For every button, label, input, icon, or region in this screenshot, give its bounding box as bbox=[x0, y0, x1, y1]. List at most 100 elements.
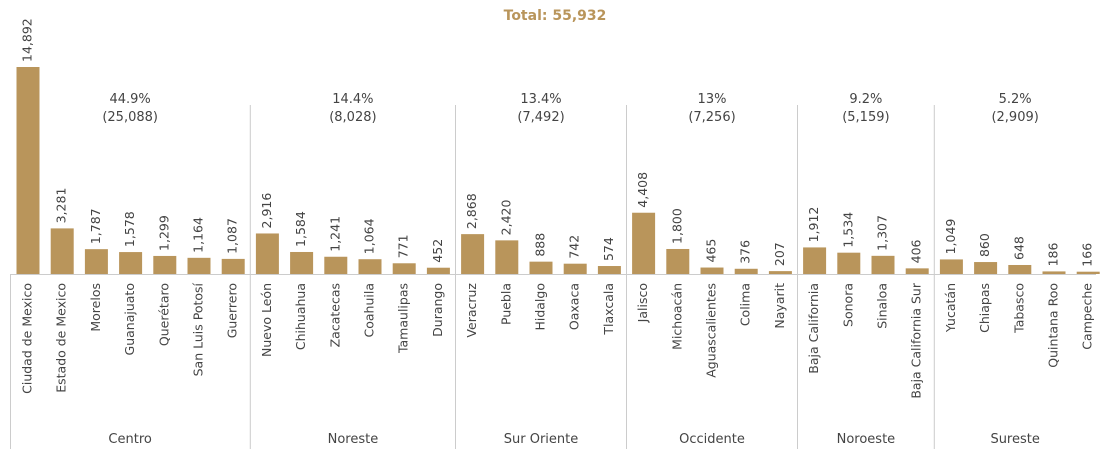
value-label: 1,087 bbox=[225, 218, 240, 254]
bar bbox=[324, 256, 348, 274]
x-tick-label: Yucatán bbox=[943, 283, 958, 333]
x-tick-label: Nayarit bbox=[772, 283, 787, 329]
x-tick-label: Puebla bbox=[498, 283, 513, 325]
value-label: 376 bbox=[738, 240, 753, 264]
bar bbox=[905, 268, 929, 274]
value-label: 3,281 bbox=[54, 188, 69, 224]
x-tick-label: Sinaloa bbox=[875, 283, 890, 329]
x-tick-label: Baja California bbox=[806, 283, 821, 374]
value-label: 648 bbox=[1011, 236, 1026, 260]
group-share: 44.9% bbox=[109, 92, 150, 107]
group-label: Noroeste bbox=[837, 432, 896, 447]
value-label: 166 bbox=[1080, 243, 1095, 267]
chart-title: Total: 55,932 bbox=[504, 8, 607, 24]
bar bbox=[495, 240, 519, 274]
bar bbox=[16, 67, 40, 274]
group-total: (2,909) bbox=[991, 110, 1038, 125]
group-total: (5,159) bbox=[842, 110, 889, 125]
group-label: Occidente bbox=[679, 432, 745, 447]
x-tick-label: Oaxaca bbox=[567, 283, 582, 330]
value-label: 14,892 bbox=[20, 18, 35, 62]
x-tick-label: Hidalgo bbox=[533, 283, 548, 331]
bar bbox=[461, 234, 485, 274]
group-total: (25,088) bbox=[102, 110, 158, 125]
value-label: 1,534 bbox=[840, 212, 855, 248]
value-label: 1,049 bbox=[943, 219, 958, 255]
value-label: 1,800 bbox=[669, 208, 684, 244]
value-label: 888 bbox=[533, 233, 548, 257]
x-tick-label: Aguascalientes bbox=[704, 283, 719, 378]
value-label: 1,164 bbox=[191, 217, 206, 253]
bar bbox=[1076, 271, 1100, 274]
bar bbox=[221, 258, 245, 274]
value-label: 2,916 bbox=[259, 193, 274, 229]
value-label: 1,584 bbox=[293, 211, 308, 247]
bar bbox=[426, 267, 450, 274]
value-label: 186 bbox=[1046, 243, 1061, 267]
bar bbox=[632, 212, 656, 274]
bar bbox=[1042, 271, 1066, 274]
value-label: 465 bbox=[704, 239, 719, 263]
value-label: 1,912 bbox=[806, 207, 821, 243]
group-share: 13.4% bbox=[520, 92, 561, 107]
value-label: 1,241 bbox=[327, 216, 342, 252]
x-tick-label: Chiapas bbox=[977, 283, 992, 333]
group-total: (7,492) bbox=[517, 110, 564, 125]
x-tick-label: Nuevo León bbox=[259, 283, 274, 357]
group-total: (7,256) bbox=[688, 110, 735, 125]
x-tick-label: Quintana Roo bbox=[1046, 283, 1061, 368]
value-label: 1,299 bbox=[156, 215, 171, 251]
x-tick-label: Jalisco bbox=[635, 283, 650, 323]
x-tick-label: Tabasco bbox=[1011, 283, 1026, 334]
x-tick-label: Guerrero bbox=[225, 283, 240, 338]
bar bbox=[768, 271, 792, 274]
bar bbox=[803, 247, 827, 274]
x-tick-label: Estado de Mexico bbox=[54, 283, 69, 393]
bar bbox=[119, 252, 143, 274]
x-tick-label: Ciudad de Mexico bbox=[20, 283, 35, 394]
bar bbox=[153, 255, 177, 274]
bar bbox=[974, 262, 998, 274]
bar bbox=[392, 263, 416, 274]
x-tick-label: Michoacán bbox=[669, 283, 684, 350]
group-share: 13% bbox=[698, 92, 727, 107]
value-label: 771 bbox=[396, 234, 411, 258]
x-tick-label: Durango bbox=[430, 283, 445, 337]
value-label: 2,420 bbox=[498, 200, 513, 236]
value-label: 1,578 bbox=[122, 211, 137, 247]
bar bbox=[700, 267, 724, 274]
x-tick-label: Campeche bbox=[1080, 283, 1095, 350]
x-tick-label: Baja California Sur bbox=[909, 282, 924, 399]
bar bbox=[597, 266, 621, 274]
bar bbox=[939, 259, 963, 274]
bar bbox=[1008, 264, 1032, 274]
x-tick-label: Tlaxcala bbox=[601, 283, 616, 336]
bar bbox=[290, 251, 314, 274]
x-tick-label: Coahuila bbox=[362, 283, 377, 338]
bar bbox=[84, 249, 108, 274]
value-label: 742 bbox=[567, 235, 582, 259]
group-label: Sur Oriente bbox=[504, 432, 579, 447]
group-share: 5.2% bbox=[999, 92, 1032, 107]
x-tick-label: Tamaulipas bbox=[396, 283, 411, 354]
group-share: 9.2% bbox=[849, 92, 882, 107]
bar bbox=[666, 248, 690, 274]
group-total: (8,028) bbox=[329, 110, 376, 125]
value-label: 452 bbox=[430, 239, 445, 263]
group-label: Centro bbox=[108, 432, 151, 447]
x-tick-label: San Luis Potosí bbox=[191, 282, 206, 376]
bar bbox=[734, 268, 758, 274]
bar bbox=[255, 233, 279, 274]
value-label: 4,408 bbox=[635, 172, 650, 208]
group-label: Noreste bbox=[328, 432, 379, 447]
value-label: 1,787 bbox=[88, 208, 103, 244]
x-tick-label: Guanajuato bbox=[122, 283, 137, 355]
value-label: 1,064 bbox=[362, 218, 377, 254]
x-tick-label: Morelos bbox=[88, 283, 103, 332]
value-label: 574 bbox=[601, 237, 616, 261]
bar bbox=[358, 259, 382, 274]
x-tick-label: Chihuahua bbox=[293, 283, 308, 350]
value-label: 2,868 bbox=[464, 193, 479, 229]
value-label: 1,307 bbox=[875, 215, 890, 251]
